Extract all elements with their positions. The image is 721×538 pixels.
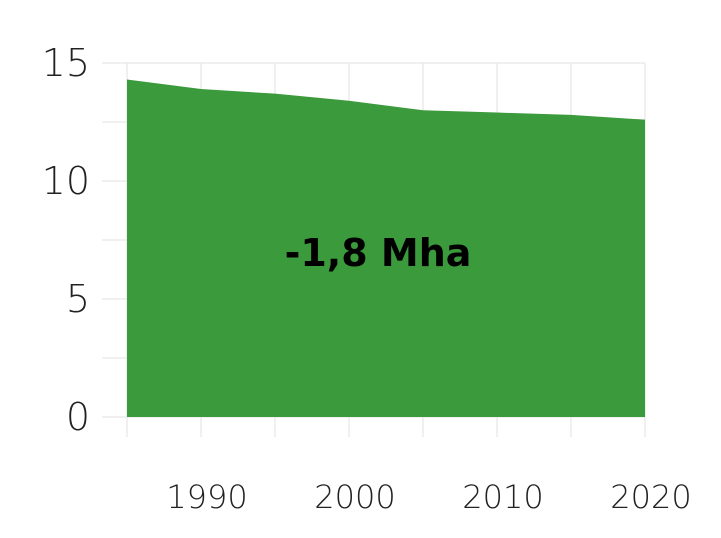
y-axis-tick-labels: 0 5 10 15 — [42, 41, 90, 439]
x-axis-tick-labels: 1990 2000 2010 2020 — [166, 478, 691, 516]
change-annotation: -1,8 Mha — [285, 231, 472, 275]
x-tick-label: 2000 — [314, 478, 395, 516]
x-tick-label: 2020 — [610, 478, 691, 516]
y-tick-label: 15 — [42, 41, 90, 85]
area-series — [127, 79, 645, 418]
y-tick-label: 10 — [42, 159, 90, 203]
y-tick-label: 5 — [66, 277, 90, 321]
x-tick-label: 1990 — [166, 478, 247, 516]
x-tick-label: 2010 — [462, 478, 543, 516]
y-tick-label: 0 — [66, 395, 90, 439]
